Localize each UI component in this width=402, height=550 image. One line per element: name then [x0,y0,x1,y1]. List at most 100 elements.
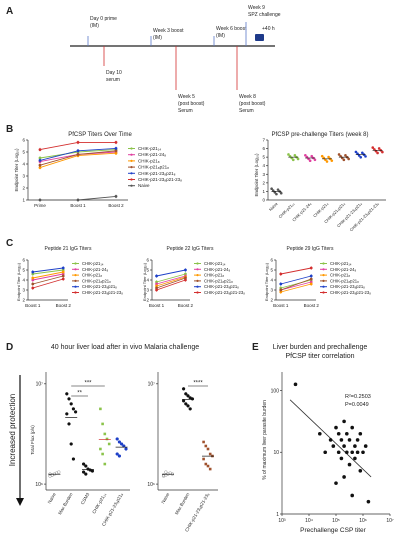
data-point [330,159,334,162]
data-point [69,402,73,406]
timeline-event-challenge: Week 9 SPZ challenge +40 h [245,5,281,46]
panel-c3-plot: 2 3 4 5 6 Boost 1 Boost 2 [270,258,319,309]
data-point [342,444,346,448]
data-point [344,154,347,157]
data-point [371,146,375,149]
data-point [84,472,88,476]
y-tick-label: 100 [271,388,280,394]
x-tick-label: 10⁷ [386,518,394,524]
legend-marker [74,268,77,271]
y-tick-label: 10⁷ [36,382,44,388]
significance-stars: *** [84,381,92,387]
serum-day10-line2: serum [106,77,120,83]
boost2-label-line1: Week 6 boost [216,26,247,32]
y-tick-label: 6 [146,258,149,263]
y-tick-label: 5 [270,268,273,273]
y-tick-label: 10⁶ [35,482,43,488]
legend-label: CHIK-p21₁₄ [138,146,161,151]
x-tick-label: 10⁴ [305,518,313,524]
x-tick-label: CHIK-p21₁₄ [91,492,107,515]
data-point [334,425,338,430]
legend-label: CHIK-p21-23₈p21₈ [330,284,365,289]
data-point [331,444,336,448]
legend-marker [130,172,133,175]
data-point [342,419,346,424]
data-point [361,450,365,455]
data-point [296,157,300,161]
legend-label: CHIK-p21-23₈p21-23₈ [138,177,182,182]
panel-b-right-ylabel: Endpoint Titer (Log₁₀) [254,153,259,196]
panel-b-left-plot: 1 2 3 4 5 6 Prime Boost 1 Boost 2 [22,138,128,208]
legend-marker [130,159,133,162]
plus40h-label: +40 h [262,26,275,32]
data-point [279,191,283,195]
series-line [280,281,312,291]
panel-c2-legend: CHIK-p21₁₄CHIK-p21-24₈CHIK-p21₈CHIK-p21₈… [194,261,245,295]
data-point [350,425,355,430]
legend-label: CHIK-p21₈p21₈ [82,278,111,283]
data-point [69,442,73,446]
data-point [359,155,363,159]
data-point [377,147,381,150]
legend-label: CHIK-p21₈p21₈ [138,165,169,170]
legend-marker [74,279,77,282]
series-line [280,283,312,293]
timeline-event-prime: Day 0 prime (IM) [87,16,117,46]
series-line [156,275,186,285]
y-tick-label: 4 [146,278,149,283]
panel-c-peptide21-chart: Peptide 21 IgG Titers Endpoint Titer (Lo… [16,246,123,308]
data-point [363,444,368,448]
data-point [339,456,344,461]
series-line [156,273,186,283]
data-point [381,150,384,154]
panel-e-plot: 10³ 10⁴ 10⁵ 10⁶ 10⁷ 1 10 100 [271,372,394,524]
y-tick-label: 2 [22,298,25,303]
data-point [364,155,367,158]
data-point [81,462,86,466]
panel-c1-legend: CHIK-p21₁₄CHIK-p21-24₈CHIK-p21₈CHIK-p21₈… [72,261,123,295]
y-tick-label: 4 [22,278,25,283]
legend-label: CHIK-p21₈ [138,158,160,163]
x-tick-label: 10⁶ [359,518,367,524]
y-tick-label: 6 [270,258,273,263]
data-point [119,442,124,446]
increased-protection-arrow: Increased protection [8,375,24,506]
data-point [161,473,166,477]
legend-label: CHIK-p21-24₈ [138,152,166,157]
panel-b-scatter-chart: PfCSP pre-challenge Titers (week 8) Endp… [254,132,386,232]
timeline-event-boost1: Week 3 boost (IM) [150,28,184,46]
data-point [355,450,360,455]
data-point [270,187,273,191]
data-point [105,437,109,441]
data-point [99,407,102,411]
data-point [347,438,352,442]
data-point [103,432,107,436]
series-line [32,267,64,273]
legend-marker [322,285,325,288]
serum-day10-line1: Day 10 [106,70,122,76]
data-point [345,431,349,436]
series-line [156,276,186,287]
data-point [90,469,95,473]
data-point [186,394,190,398]
legend-label: CHIK-p21-24₈ [82,267,108,272]
data-point [65,412,69,416]
data-point [115,437,119,441]
data-point [81,470,86,474]
serum-week8-line1: Week 8 [239,94,256,100]
data-point [350,450,355,455]
legend-marker [130,178,133,181]
serum-week8-line2: (post boost) [239,101,266,107]
serum-week8-line3: Serum [239,108,254,114]
data-point [313,158,317,162]
legend-label: CHIK-p21₁₄ [204,261,226,266]
y-tick-label: 1 [276,512,279,518]
serum-week5-line1: Week 5 [178,94,195,100]
panel-c2-title: Peptide 22 IgG Titers [167,246,214,252]
data-point [184,392,188,396]
legend-label: CHIK-p21₁₄ [330,261,352,266]
